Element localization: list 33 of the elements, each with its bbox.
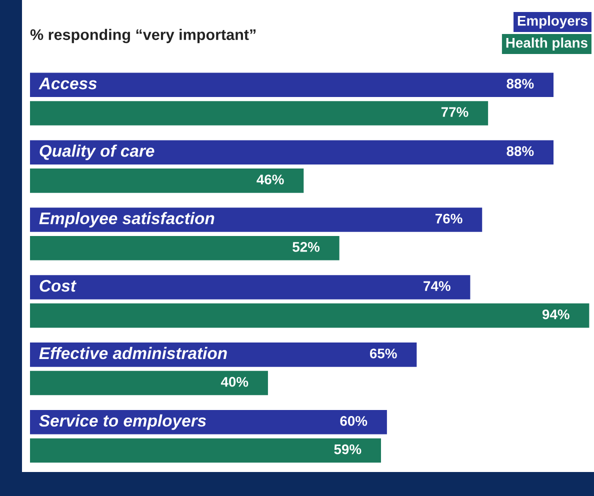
text: Employers (518, 16, 588, 28)
data-label: 46% (256, 174, 284, 184)
text: Health plans (506, 38, 588, 50)
data-label: 74% (424, 281, 450, 291)
data-label: 40% (220, 376, 248, 387)
data-label: 94% (542, 309, 570, 320)
bar (30, 303, 590, 328)
y-tick-label: Employee satisfaction (39, 212, 214, 228)
bar (30, 140, 554, 164)
bar (30, 275, 470, 300)
bar (30, 342, 417, 367)
y-tick-label: Service to employers (39, 414, 206, 430)
bar (30, 168, 304, 193)
chart-title: % responding “very important” (30, 28, 256, 44)
bar (30, 72, 554, 98)
bar (30, 438, 381, 463)
data-label: 76% (435, 214, 462, 224)
data-label: 88% (506, 78, 534, 89)
y-tick-label: Effective administration (39, 346, 227, 360)
data-label: 65% (370, 348, 397, 358)
data-label: 59% (334, 444, 362, 454)
bar (30, 236, 340, 260)
bar (30, 208, 482, 232)
data-label: 52% (292, 242, 320, 252)
data-label: 77% (441, 107, 468, 117)
y-tick-label: Cost (40, 280, 77, 292)
bar (30, 370, 268, 396)
data-label: 60% (340, 416, 368, 426)
bar (30, 101, 488, 126)
data-label: 88% (506, 146, 534, 156)
bar (30, 410, 387, 434)
y-tick-label: Access (38, 78, 97, 90)
y-tick-label: Quality of care (40, 144, 154, 160)
